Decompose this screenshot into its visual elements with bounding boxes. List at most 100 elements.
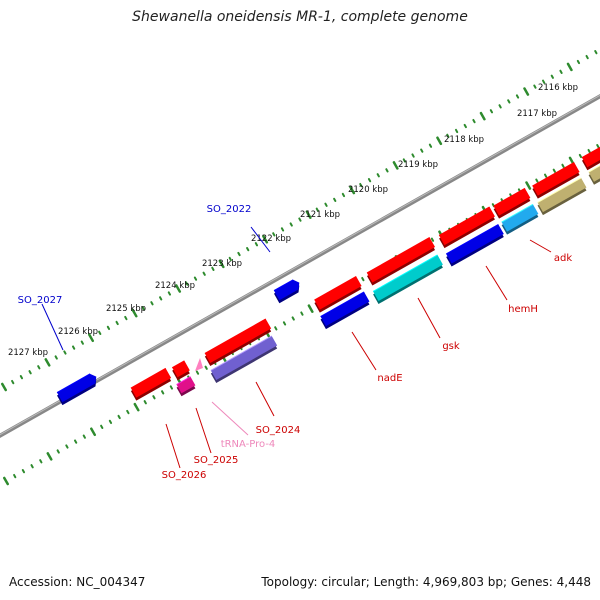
gene-adkb-edge [537,177,582,203]
upper-track-tick [272,232,276,237]
lower-track-tick [587,148,591,154]
upper-track-tick [44,358,51,367]
lower-track-tick [143,400,147,405]
gene-so2025-face [172,360,190,378]
label-so2024[interactable]: SO_2024 [256,425,301,436]
gene-r7b[interactable] [588,162,600,185]
upper-track-tick [305,210,312,219]
lower-track-tick [39,459,43,464]
label-trna[interactable]: tRNA-Pro-4 [221,439,276,450]
upper-track-tick [498,104,502,109]
upper-track-tick [131,308,138,318]
upper-track-tick [254,242,259,247]
gene-so2025b-face [176,376,196,394]
gene-so2025-edge [171,360,185,369]
upper-track-tick [159,296,163,301]
upper-track-tick [185,281,189,286]
lower-track-tick [161,390,165,395]
kbp-label: 2123 kbp [202,259,242,269]
upper-track-tick [479,111,486,121]
lower-track-tick [13,473,17,479]
gene-adk-face [532,162,580,196]
gene-so2025b-edge [176,376,191,386]
leader-adk [529,239,552,253]
label-gsk[interactable]: gsk [442,341,460,352]
kbp-label: 2122 kbp [251,234,291,244]
kbp-label: 2116 kbp [538,83,578,93]
label-so2027[interactable]: SO_2027 [18,295,63,306]
lower-track-tick [300,311,304,316]
gene-so2026[interactable] [130,367,172,401]
upper-track-tick [385,168,389,173]
upper-track-tick [150,301,154,306]
gene-so2022-face [273,279,300,301]
gene-so2026-face [130,368,172,398]
label-so2022[interactable]: SO_2022 [207,204,252,215]
gene-r5b[interactable] [501,203,539,235]
upper-track-tick [402,158,407,163]
kbp-label: 2127 kbp [8,348,48,358]
gene-gskb[interactable] [372,254,443,305]
upper-track-tick [472,118,476,124]
gene-so2024b[interactable] [210,335,278,384]
upper-track-tick [124,315,128,321]
gene-r7[interactable] [581,145,600,171]
label-nade[interactable]: nadE [377,373,402,384]
upper-track-tick [289,222,293,227]
gene-features[interactable] [56,145,600,406]
upper-track-tick [541,79,546,84]
gene-gsk[interactable] [366,237,436,286]
upper-track-tick [585,54,589,60]
upper-track-tick [489,109,494,114]
label-adk[interactable]: adk [554,253,572,264]
label-so2026[interactable]: SO_2026 [162,470,207,481]
gene-adkb[interactable] [537,177,587,216]
gene-r5b-edge [501,203,534,223]
gene-so2027[interactable] [56,373,97,406]
gene-r5-edge [493,187,526,207]
gene-so2024[interactable] [204,318,272,367]
upper-track-tick [98,330,102,335]
gene-adk[interactable] [532,161,580,199]
lower-track-tick [430,237,435,242]
accession-text: Accession: NC_004347 [9,575,146,589]
gene-gsk-edge [366,237,430,274]
gene-nadeb-edge [320,291,365,317]
leader-so2026 [165,423,181,469]
upper-track-tick [80,340,84,345]
label-so2025[interactable]: SO_2025 [194,455,239,466]
gene-so2022[interactable] [273,279,300,304]
lower-track-tick [108,419,113,425]
genome-backbone [0,94,600,438]
gene-hemhb[interactable] [445,224,504,267]
lower-track-tick [65,444,69,449]
upper-track-tick [1,382,7,392]
gene-labels[interactable]: SO_2022 SO_2027 adk hemH gsk nadE SO_2024 tRNA-… [18,204,573,481]
backbone-highlight [0,94,600,436]
gene-so2025[interactable] [171,360,190,381]
gene-nade[interactable] [314,275,362,313]
upper-track-tick [550,74,554,79]
upper-track-tick [202,271,206,276]
lower-track-tick [274,326,278,331]
gene-hemh[interactable] [438,206,495,249]
leader-hemh [485,265,508,301]
gene-r5-face [493,188,531,216]
lower-track-tick [152,395,156,400]
gene-trna-pro-4[interactable] [195,358,203,371]
gene-r5[interactable] [493,187,531,219]
lower-track-tick [535,178,539,183]
lower-track-tick [73,439,78,444]
gene-so2025b[interactable] [176,376,196,397]
gene-nadeb[interactable] [320,291,370,330]
leader-so2027 [41,303,64,351]
gene-so2024-edge [204,318,267,354]
upper-track-tick [28,370,32,375]
lower-track-tick [117,414,121,420]
upper-track-tick [559,69,563,74]
label-hemh[interactable]: hemH [508,304,538,315]
upper-track-tick [237,251,241,257]
upper-track-tick [392,161,399,170]
lower-track-tick [204,365,208,370]
